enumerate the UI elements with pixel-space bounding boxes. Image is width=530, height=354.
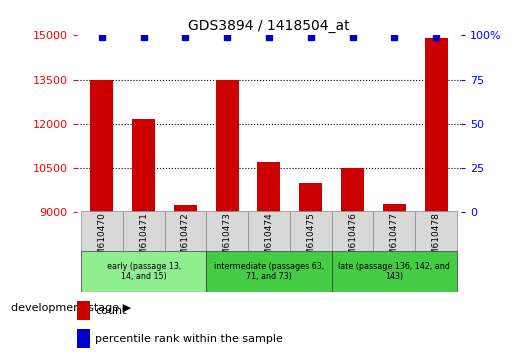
Text: GSM610477: GSM610477 (390, 212, 399, 267)
Bar (383, 204, 406, 212)
Bar (332, 211, 374, 251)
Bar (332, 251, 457, 292)
Bar (77, 301, 90, 320)
Text: GSM610471: GSM610471 (139, 212, 148, 267)
Bar (415, 211, 457, 251)
Text: percentile rank within the sample: percentile rank within the sample (95, 333, 283, 343)
Text: count: count (95, 306, 127, 316)
Text: early (passage 13,
14, and 15): early (passage 13, 14, and 15) (107, 262, 181, 281)
Bar (299, 183, 322, 212)
Bar (206, 251, 332, 292)
Text: GSM610473: GSM610473 (223, 212, 232, 267)
Bar (425, 38, 447, 212)
Bar (91, 80, 113, 212)
Text: development stage ▶: development stage ▶ (11, 303, 131, 313)
Bar (132, 120, 155, 212)
Text: GSM610472: GSM610472 (181, 212, 190, 267)
Bar (81, 211, 123, 251)
Bar (123, 211, 164, 251)
Text: GSM610474: GSM610474 (264, 212, 273, 267)
Text: GSM610478: GSM610478 (431, 212, 440, 267)
Bar (206, 211, 248, 251)
Bar (374, 211, 415, 251)
Bar (258, 162, 280, 212)
Bar (77, 329, 90, 348)
Bar (248, 211, 290, 251)
Text: late (passage 136, 142, and
143): late (passage 136, 142, and 143) (338, 262, 450, 281)
Bar (164, 211, 206, 251)
Bar (290, 211, 332, 251)
Bar (216, 80, 238, 212)
Bar (341, 168, 364, 212)
Text: GSM610470: GSM610470 (98, 212, 107, 267)
Bar (174, 205, 197, 212)
Text: GSM610476: GSM610476 (348, 212, 357, 267)
Text: GSM610475: GSM610475 (306, 212, 315, 267)
Text: intermediate (passages 63,
71, and 73): intermediate (passages 63, 71, and 73) (214, 262, 324, 281)
Bar (81, 251, 206, 292)
Title: GDS3894 / 1418504_at: GDS3894 / 1418504_at (188, 19, 350, 33)
